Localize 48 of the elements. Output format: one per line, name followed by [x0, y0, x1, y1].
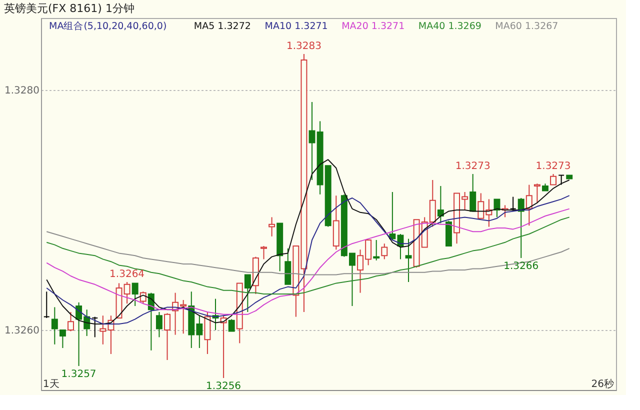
- annotation: 1.3257: [61, 369, 96, 380]
- candlestick: [268, 216, 276, 237]
- candlestick: [228, 318, 235, 332]
- candlestick: [510, 196, 516, 212]
- candlestick: [132, 282, 138, 306]
- annotation: 1.3283: [286, 41, 322, 52]
- line-series: [46, 216, 570, 294]
- text: MA5 1.3272: [194, 21, 251, 32]
- candlestick: [534, 183, 540, 204]
- candlestick: [124, 282, 130, 304]
- text: MA20 1.3271: [342, 21, 405, 32]
- candlestick: [381, 243, 388, 260]
- annotation: 1.3273: [536, 161, 571, 172]
- annotation: 1天: [43, 379, 60, 390]
- candlestick: [244, 274, 251, 312]
- annotation: 1.3264: [110, 269, 145, 280]
- candlestick: [260, 246, 267, 260]
- annotation: 1.3266: [504, 261, 539, 272]
- candlestick: [308, 102, 316, 180]
- candlestick: [494, 198, 500, 218]
- candlestick: [68, 312, 74, 332]
- candlestick: [156, 312, 162, 338]
- candlestick: [59, 330, 66, 348]
- annotation: 1.3256: [206, 381, 242, 392]
- text: 26秒: [591, 378, 614, 390]
- annotation: 1.3273: [455, 161, 490, 172]
- candlestick: [445, 220, 452, 246]
- candlestick: [470, 174, 476, 212]
- candlestick: [405, 238, 412, 282]
- candlestick: [558, 174, 565, 186]
- text: MA10 1.3271: [264, 21, 328, 32]
- candlestick: [518, 198, 524, 258]
- candlestick: [164, 312, 170, 360]
- y-tick-label: 1.3260: [4, 326, 40, 336]
- candlestick: [437, 186, 444, 224]
- candlestick: [526, 184, 532, 226]
- candlestick: [204, 312, 211, 354]
- candlestick: [284, 248, 292, 285]
- candlestick: [51, 306, 58, 345]
- legend-title: MA组合(5,10,20,40,60,0): [49, 20, 167, 32]
- candlestick: [550, 174, 557, 186]
- text: MA40 1.3269: [418, 21, 482, 32]
- chart-title: 英镑美元(FX 8161) 1分钟: [4, 2, 134, 15]
- y-tick-label: 1.3280: [4, 86, 40, 96]
- candlestick: [43, 291, 50, 318]
- text: MA60 1.3267: [495, 21, 558, 32]
- candlestick: [92, 316, 98, 338]
- candlestick: [373, 240, 380, 261]
